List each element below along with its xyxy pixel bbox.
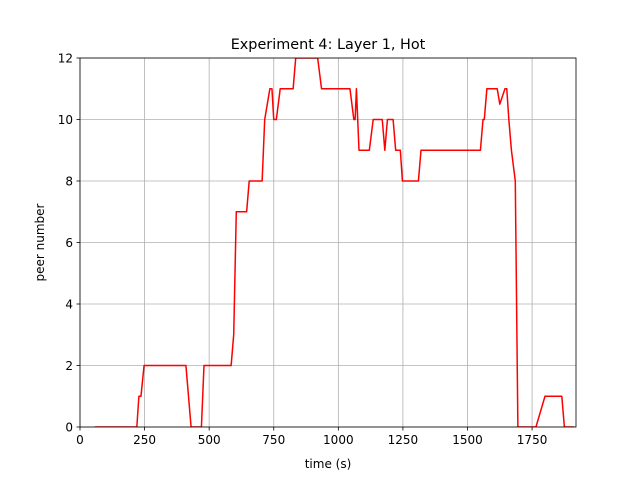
y-tick-label: 4 [65,297,73,311]
series-line [94,58,575,427]
y-tick-label: 12 [58,51,73,65]
x-tick-label: 0 [76,433,84,447]
y-tick-label: 8 [65,174,73,188]
y-tick-label: 0 [65,420,73,434]
y-tick-label: 6 [65,236,73,250]
x-tick-label: 1250 [388,433,419,447]
x-tick-label: 500 [198,433,221,447]
chart-title: Experiment 4: Layer 1, Hot [231,37,426,53]
axis-ticks: 0 250 500 750 1000 1250 1500 1750 0 2 4 6 8 10 12 [58,51,548,447]
y-tick-label: 2 [65,359,73,373]
x-tick-label: 1750 [517,433,548,447]
x-axis-title: time (s) [305,457,352,471]
x-tick-label: 250 [133,433,156,447]
y-axis-title: peer number [33,203,47,281]
x-tick-label: 1500 [452,433,483,447]
x-tick-label: 750 [262,433,285,447]
y-tick-label: 10 [58,113,73,127]
plot-area [94,58,575,427]
x-tick-label: 1000 [323,433,354,447]
